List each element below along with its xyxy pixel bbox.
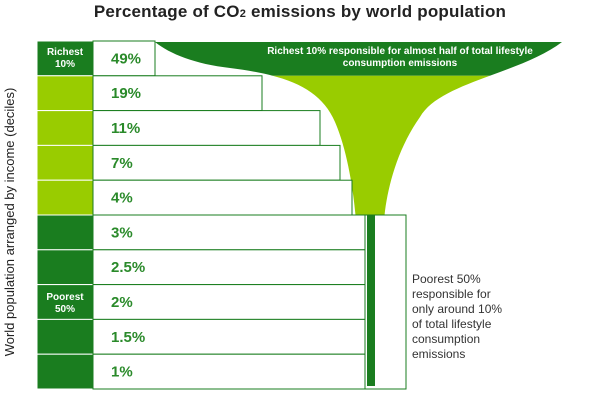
decile-column-cell <box>36 40 94 77</box>
decile-value-label: 2% <box>111 294 133 311</box>
decile-value-label: 7% <box>111 155 133 172</box>
decile-value-label: 1% <box>111 364 133 381</box>
decile-row <box>92 144 341 181</box>
decile-row <box>92 110 321 146</box>
group-label-richest: Richest 10% <box>47 47 84 70</box>
decile-value-label: 49% <box>111 50 141 67</box>
decile-column-cell <box>36 318 94 355</box>
decile-column-cell <box>36 75 94 112</box>
decile-row <box>92 284 366 320</box>
decile-column-cell <box>36 353 94 390</box>
decile-column-cell <box>36 179 94 216</box>
group-label-poorest: Poorest 50% <box>46 292 84 315</box>
decile-column-cell <box>36 144 94 181</box>
decile-value-label: 2.5% <box>111 259 145 276</box>
goblet-top-decile-shape <box>155 42 562 76</box>
goblet-upper-deciles-shape <box>272 75 490 215</box>
decile-value-label: 3% <box>111 224 133 241</box>
decile-value-label: 11% <box>111 120 140 137</box>
decile-column-cell <box>36 110 94 146</box>
decile-row <box>92 353 366 390</box>
decile-row <box>92 214 366 251</box>
decile-row <box>92 179 353 216</box>
annotation-poorest: Poorest 50% responsible for only around 10… <box>412 272 502 361</box>
annotation-richest: Richest 10% responsible for almost half … <box>267 46 533 69</box>
decile-value-label: 1.5% <box>111 329 145 346</box>
goblet-stem <box>367 215 375 386</box>
chart-title: Percentage of CO2 emissions by world pop… <box>93 2 507 21</box>
decile-column-cell <box>36 249 94 286</box>
decile-column-cell <box>36 214 94 251</box>
decile-row <box>92 40 156 77</box>
decile-value-label: 19% <box>111 85 141 102</box>
decile-value-label: 4% <box>111 190 133 207</box>
decile-row <box>92 318 366 355</box>
poorest-group-outline <box>92 214 407 390</box>
decile-row <box>92 249 366 286</box>
